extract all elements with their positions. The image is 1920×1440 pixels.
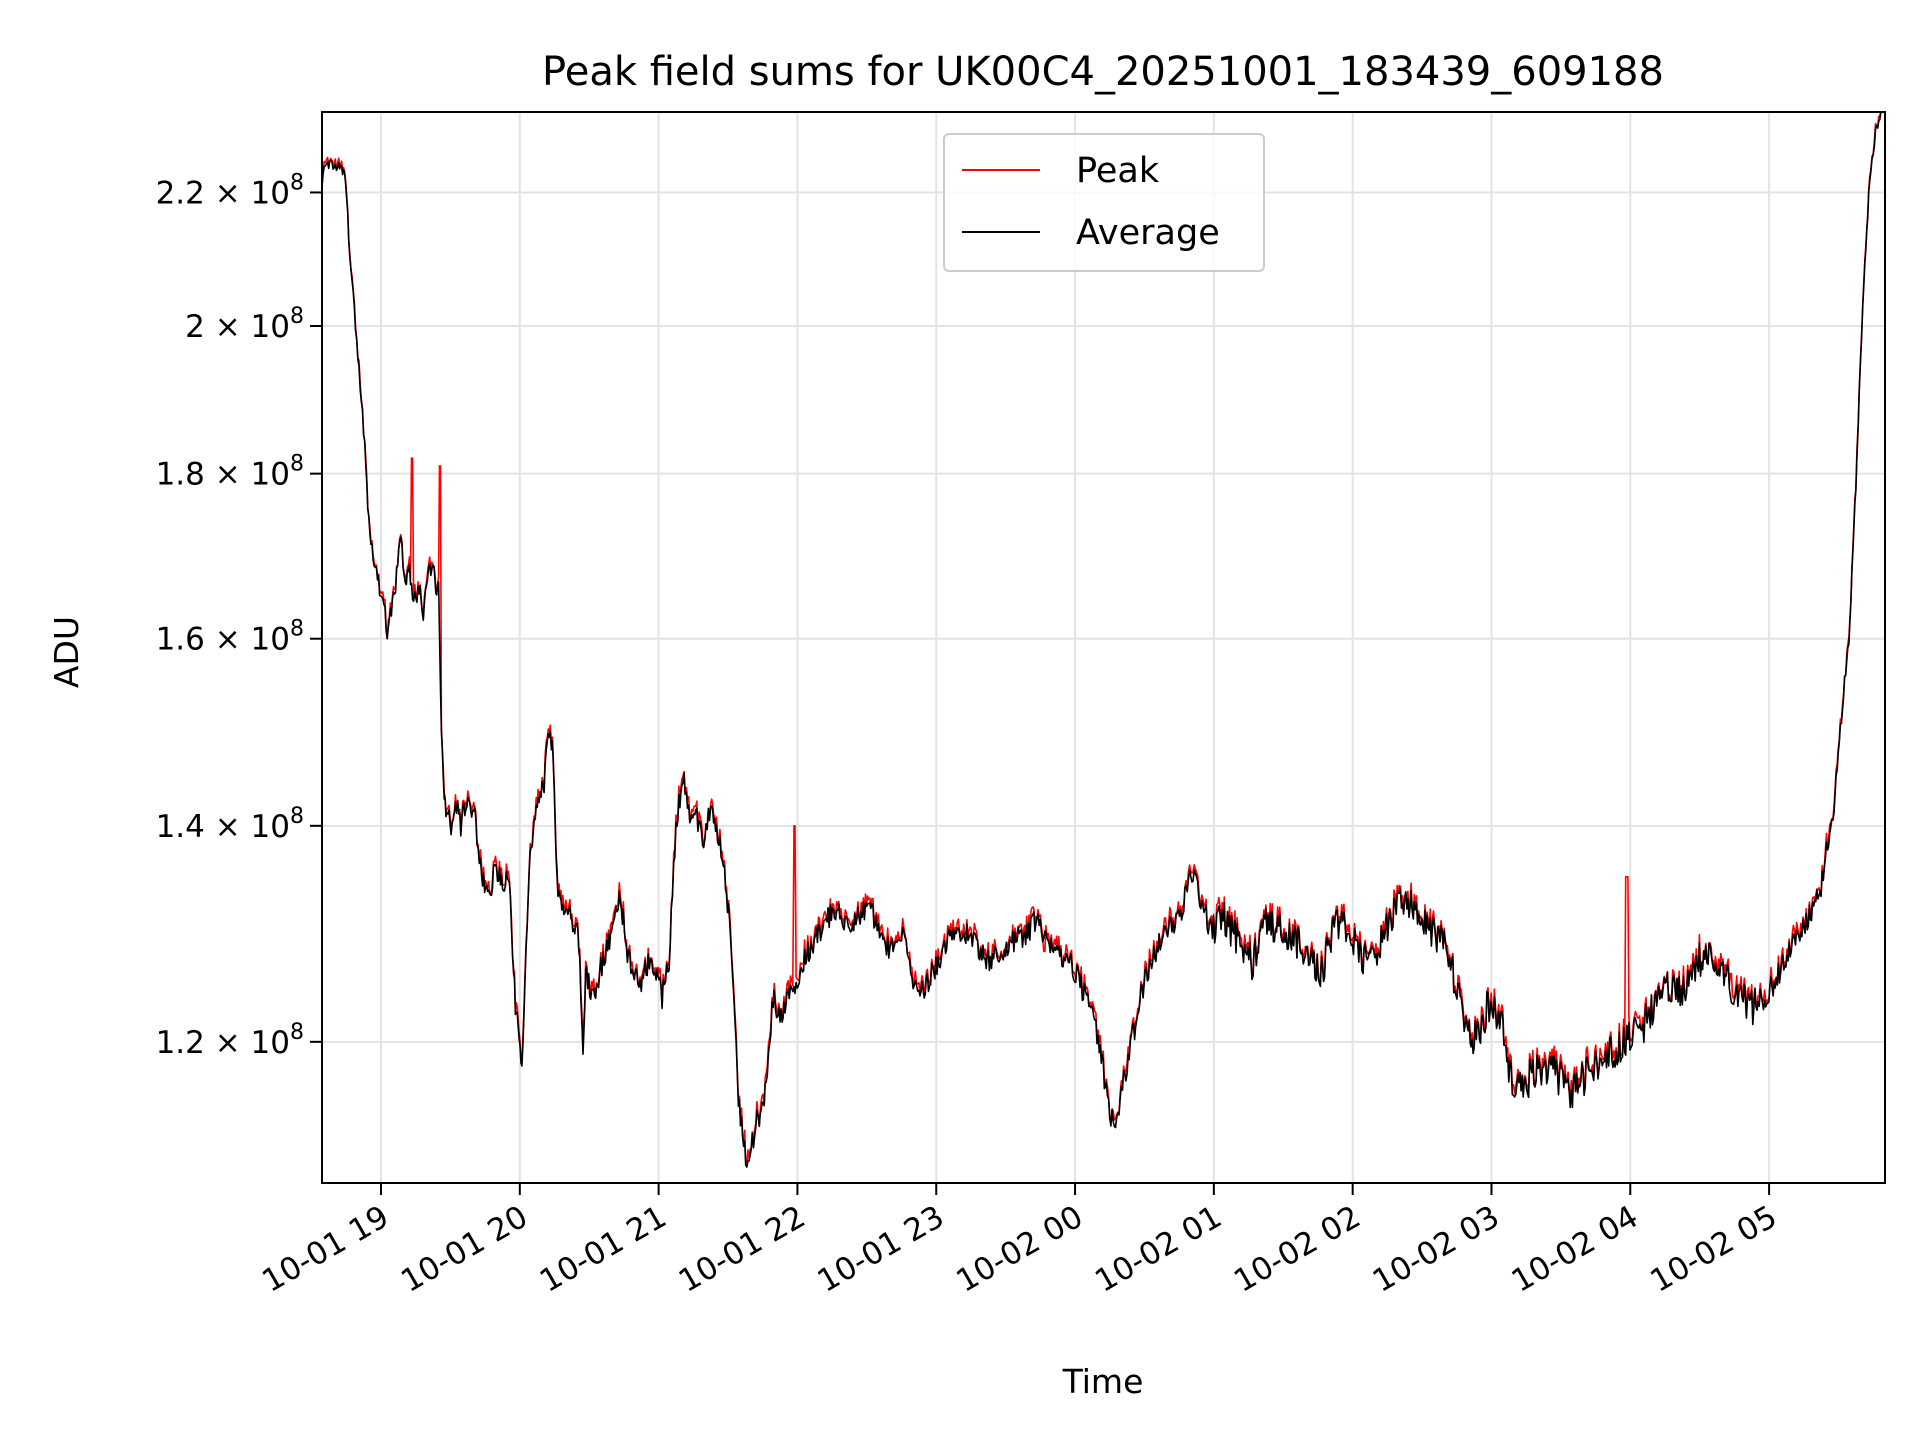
y-axis: 1.2 × 108 1.4 × 108 1.6 × 108 1.8 × 108 2 × …: [156, 170, 322, 1061]
legend: Peak Average: [943, 133, 1265, 272]
y-tick-label: 2.2 × 108: [156, 170, 304, 211]
grid: [322, 112, 1885, 1183]
y-tick-label: 2 × 108: [185, 304, 304, 345]
y-tick-label: 1.8 × 108: [156, 452, 304, 493]
axes-frame: [321, 111, 1886, 1184]
y-tick-label: 1.6 × 108: [156, 617, 304, 658]
y-tick-label: 1.4 × 108: [156, 804, 304, 845]
x-axis-label: Time: [1062, 1362, 1144, 1401]
y-axis-label: ADU: [47, 616, 86, 688]
y-tick-label: 1.2 × 108: [156, 1020, 304, 1061]
chart-title: Peak field sums for UK00C4_20251001_1834…: [542, 49, 1664, 95]
legend-peak-label: Peak: [1076, 151, 1160, 191]
legend-average-label: Average: [1076, 213, 1220, 253]
series-average-line: [322, 112, 1885, 1168]
plot-area: [322, 112, 1885, 1168]
legend-box: [943, 133, 1265, 272]
